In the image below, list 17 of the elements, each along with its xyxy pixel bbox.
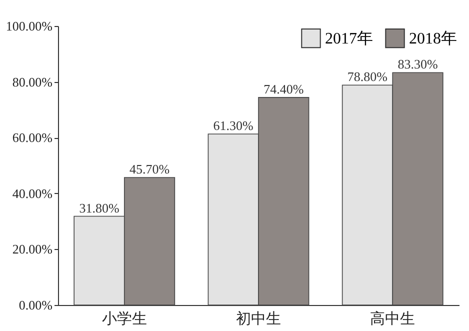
data-label: 83.30% xyxy=(398,56,438,72)
data-label: 31.80% xyxy=(79,200,120,216)
y-tick-label: 40.00% xyxy=(12,186,53,201)
y-tick-label: 80.00% xyxy=(12,74,53,90)
y-tick-label: 0.00% xyxy=(18,298,53,312)
legend-label: 2017年 xyxy=(325,30,373,48)
legend-label: 2018年 xyxy=(409,30,457,48)
x-tick-label: 初中生 xyxy=(236,310,281,328)
y-tick-label: 60.00% xyxy=(12,130,53,146)
data-label: 45.70% xyxy=(129,161,170,176)
data-label: 74.40% xyxy=(264,81,304,96)
x-tick-label: 小学生 xyxy=(102,310,147,328)
data-label: 61.30% xyxy=(213,118,254,133)
data-label: 78.80% xyxy=(347,69,388,84)
y-tick-label: 100.00% xyxy=(6,18,53,34)
x-tick-label: 高中生 xyxy=(370,310,416,328)
y-tick-label: 20.00% xyxy=(12,242,53,257)
